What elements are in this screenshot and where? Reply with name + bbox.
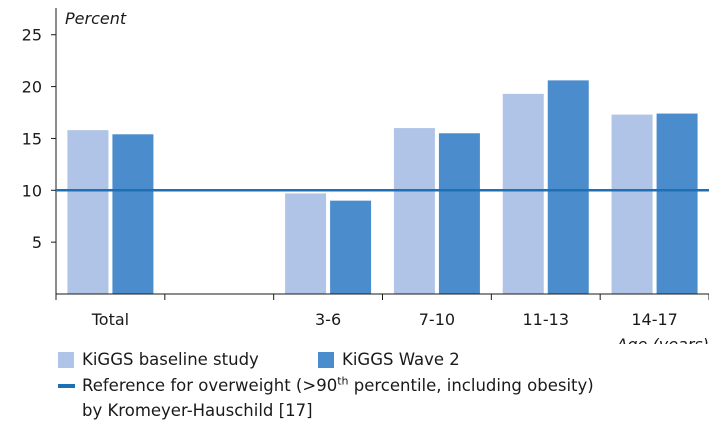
bars (67, 80, 698, 295)
x-axis-unit-label: Age (years) (615, 335, 709, 344)
legend-label-wave2: KiGGS Wave 2 (342, 350, 460, 369)
x-tick-labels: Total 3-6 7-10 11-13 14-17 (91, 310, 678, 329)
y-tick-label-20: 20 (22, 78, 42, 97)
bar-wave2-11-13 (547, 80, 589, 295)
bar-baseline-11-13 (502, 93, 544, 294)
bar-wave2-7-10 (438, 133, 480, 294)
y-tick-label-25: 25 (22, 26, 42, 45)
y-tick-label-5: 5 (32, 233, 42, 252)
legend-swatch-wave2 (318, 351, 334, 368)
bar-baseline-3-6 (285, 193, 327, 294)
x-tick-label-7-10: 7-10 (419, 310, 455, 329)
bar-baseline-Total (67, 130, 109, 294)
bar-chart: 5 10 15 20 25 Total 3-6 7-10 11-13 14-17 Percent… (22, 8, 709, 344)
legend-swatch-baseline (58, 351, 74, 368)
bar-baseline-7-10 (393, 128, 435, 294)
x-tick-label-14-17: 14-17 (631, 310, 678, 329)
y-tick-labels: 5 10 15 20 25 (22, 26, 42, 252)
legend-swatch-reference (58, 383, 75, 388)
x-tick-marks (55, 294, 709, 300)
legend-label-reference-line2: by Kromeyer-Hauschild [17] (82, 401, 313, 420)
bar-baseline-14-17 (611, 114, 653, 294)
legend-item-reference-line2: by Kromeyer-Hauschild [17] (82, 401, 313, 420)
legend-item-baseline: KiGGS baseline study (58, 350, 259, 369)
x-tick-label-11-13: 11-13 (523, 310, 570, 329)
y-tick-marks (51, 34, 56, 243)
legend: KiGGS baseline study KiGGS Wave 2 Refere… (0, 344, 709, 428)
legend-item-wave2: KiGGS Wave 2 (318, 350, 460, 369)
y-axis-unit-label: Percent (65, 9, 127, 28)
bar-wave2-3-6 (330, 200, 372, 294)
x-tick-label-Total: Total (91, 310, 129, 329)
legend-item-reference: Reference for overweight (>90th percenti… (58, 376, 594, 395)
y-tick-label-10: 10 (22, 181, 42, 200)
legend-label-reference: Reference for overweight (>90th percenti… (82, 374, 594, 396)
legend-label-baseline: KiGGS baseline study (82, 350, 259, 369)
y-tick-label-15: 15 (22, 129, 42, 148)
x-tick-label-3-6: 3-6 (315, 310, 341, 329)
bar-wave2-Total (112, 134, 154, 294)
bar-wave2-14-17 (656, 113, 698, 294)
